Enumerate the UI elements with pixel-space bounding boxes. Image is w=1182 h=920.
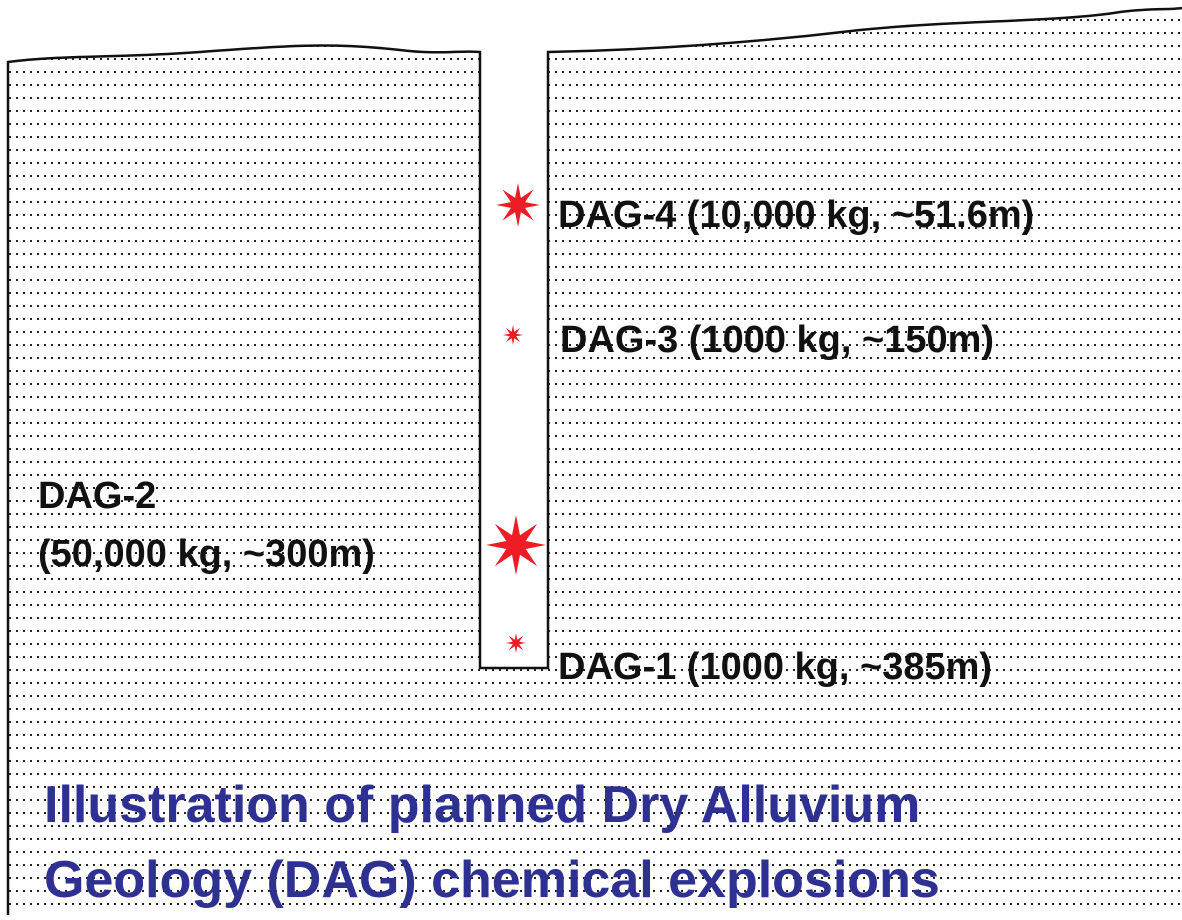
explosion-markers <box>486 183 546 653</box>
title-line: Illustration of planned Dry Alluvium <box>44 776 920 834</box>
label: DAG-2 <box>38 475 156 517</box>
explosion-star <box>496 183 540 227</box>
label: DAG-3 (1000 kg, ~150m) <box>560 319 994 361</box>
explosion-star <box>506 633 526 653</box>
explosion-star <box>503 325 523 345</box>
label: DAG-4 (10,000 kg, ~51.6m) <box>558 194 1034 236</box>
label: DAG-1 (1000 kg, ~385m) <box>558 646 992 688</box>
label: (50,000 kg, ~300m) <box>38 533 375 575</box>
title-line: Geology (DAG) chemical explosions <box>44 851 940 909</box>
ground-outline <box>6 6 1182 915</box>
explosion-star <box>486 515 546 575</box>
